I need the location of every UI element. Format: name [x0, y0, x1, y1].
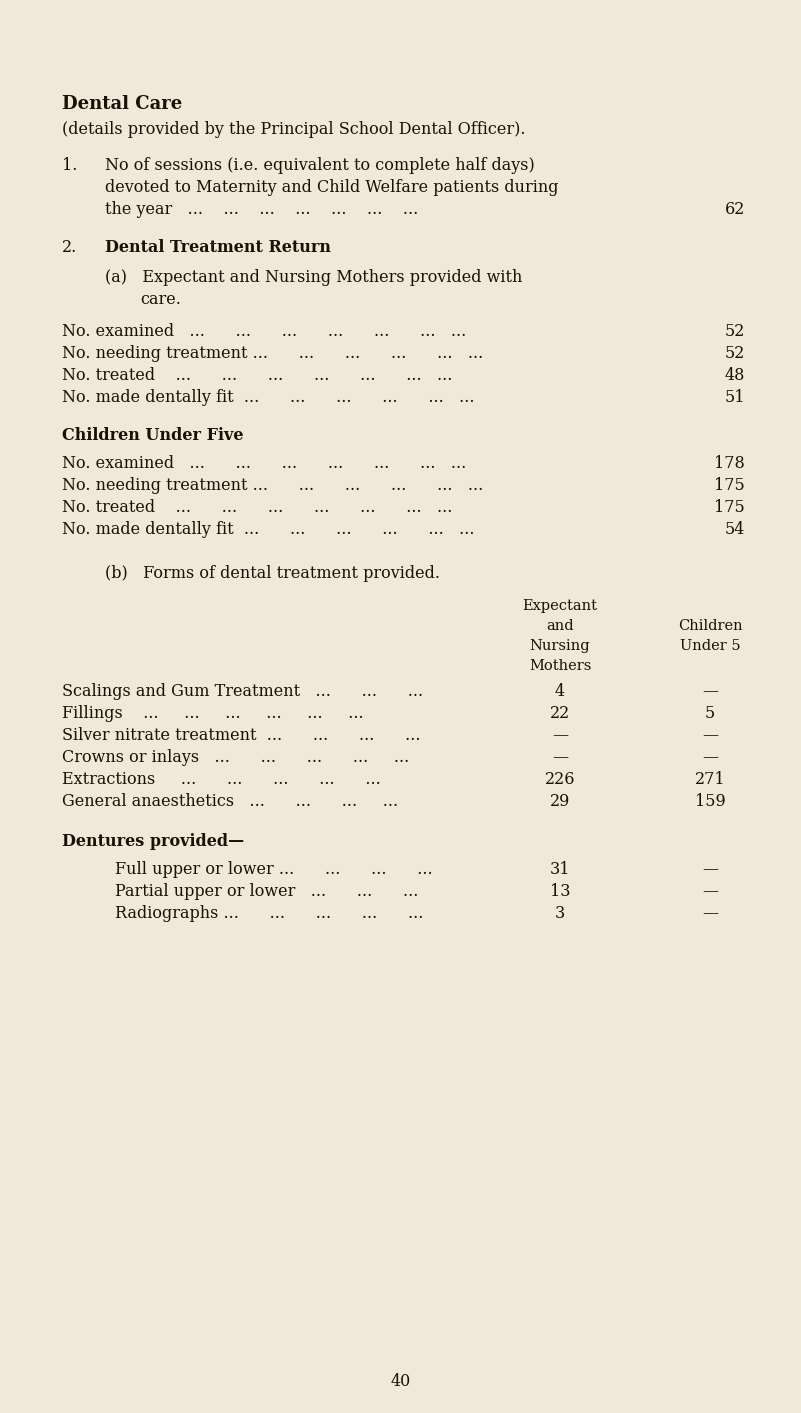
- Text: 54: 54: [725, 521, 745, 538]
- Text: 271: 271: [694, 771, 726, 788]
- Text: 4: 4: [555, 682, 565, 699]
- Text: 48: 48: [725, 367, 745, 384]
- Text: 159: 159: [694, 793, 726, 810]
- Text: Radiographs ...      ...      ...      ...      ...: Radiographs ... ... ... ... ...: [115, 904, 424, 923]
- Text: 2.: 2.: [62, 239, 77, 256]
- Text: 52: 52: [725, 324, 745, 341]
- Text: Crowns or inlays   ...      ...      ...      ...     ...: Crowns or inlays ... ... ... ... ...: [62, 749, 409, 766]
- Text: care.: care.: [140, 291, 181, 308]
- Text: 62: 62: [725, 201, 745, 218]
- Text: Fillings    ...     ...     ...     ...     ...     ...: Fillings ... ... ... ... ... ...: [62, 705, 364, 722]
- Text: (b)   Forms of dental treatment provided.: (b) Forms of dental treatment provided.: [105, 565, 440, 582]
- Text: the year   ...    ...    ...    ...    ...    ...    ...: the year ... ... ... ... ... ... ...: [105, 201, 418, 218]
- Text: Scalings and Gum Treatment   ...      ...      ...: Scalings and Gum Treatment ... ... ...: [62, 682, 423, 699]
- Text: —: —: [702, 904, 718, 923]
- Text: No. needing treatment ...      ...      ...      ...      ...   ...: No. needing treatment ... ... ... ... ..…: [62, 345, 483, 362]
- Text: 1.: 1.: [62, 157, 78, 174]
- Text: No. examined   ...      ...      ...      ...      ...      ...   ...: No. examined ... ... ... ... ... ... ...: [62, 455, 466, 472]
- Text: General anaesthetics   ...      ...      ...     ...: General anaesthetics ... ... ... ...: [62, 793, 398, 810]
- Text: Dental Care: Dental Care: [62, 95, 183, 113]
- Text: Silver nitrate treatment  ...      ...      ...      ...: Silver nitrate treatment ... ... ... ...: [62, 728, 421, 745]
- Text: —: —: [702, 728, 718, 745]
- Text: 52: 52: [725, 345, 745, 362]
- Text: and: and: [546, 619, 574, 633]
- Text: 175: 175: [714, 478, 745, 495]
- Text: Mothers: Mothers: [529, 658, 591, 673]
- Text: No. treated    ...      ...      ...      ...      ...      ...   ...: No. treated ... ... ... ... ... ... ...: [62, 367, 453, 384]
- Text: Under 5: Under 5: [680, 639, 740, 653]
- Text: —: —: [702, 883, 718, 900]
- Text: Expectant: Expectant: [522, 599, 598, 613]
- Text: No. made dentally fit  ...      ...      ...      ...      ...   ...: No. made dentally fit ... ... ... ... ..…: [62, 521, 474, 538]
- Text: No. examined   ...      ...      ...      ...      ...      ...   ...: No. examined ... ... ... ... ... ... ...: [62, 324, 466, 341]
- Text: Children: Children: [678, 619, 743, 633]
- Text: 51: 51: [724, 389, 745, 406]
- Text: No. needing treatment ...      ...      ...      ...      ...   ...: No. needing treatment ... ... ... ... ..…: [62, 478, 483, 495]
- Text: (a)   Expectant and Nursing Mothers provided with: (a) Expectant and Nursing Mothers provid…: [105, 268, 522, 285]
- Text: 29: 29: [549, 793, 570, 810]
- Text: Extractions     ...      ...      ...      ...      ...: Extractions ... ... ... ... ...: [62, 771, 380, 788]
- Text: (details provided by the Principal School Dental Officer).: (details provided by the Principal Schoo…: [62, 122, 525, 138]
- Text: No. made dentally fit  ...      ...      ...      ...      ...   ...: No. made dentally fit ... ... ... ... ..…: [62, 389, 474, 406]
- Text: 178: 178: [714, 455, 745, 472]
- Text: Dental Treatment Return: Dental Treatment Return: [105, 239, 331, 256]
- Text: —: —: [552, 749, 568, 766]
- Text: 22: 22: [549, 705, 570, 722]
- Text: 5: 5: [705, 705, 715, 722]
- Text: 3: 3: [555, 904, 566, 923]
- Text: 31: 31: [549, 861, 570, 877]
- Text: 40: 40: [390, 1373, 411, 1390]
- Text: Nursing: Nursing: [529, 639, 590, 653]
- Text: —: —: [702, 861, 718, 877]
- Text: Children Under Five: Children Under Five: [62, 427, 244, 444]
- Text: No. treated    ...      ...      ...      ...      ...      ...   ...: No. treated ... ... ... ... ... ... ...: [62, 499, 453, 516]
- Text: —: —: [702, 749, 718, 766]
- Text: devoted to Maternity and Child Welfare patients during: devoted to Maternity and Child Welfare p…: [105, 179, 558, 196]
- Text: 13: 13: [549, 883, 570, 900]
- Text: No of sessions (i.e. equivalent to complete half days): No of sessions (i.e. equivalent to compl…: [105, 157, 535, 174]
- Text: 226: 226: [545, 771, 575, 788]
- Text: —: —: [702, 682, 718, 699]
- Text: 175: 175: [714, 499, 745, 516]
- Text: Partial upper or lower   ...      ...      ...: Partial upper or lower ... ... ...: [115, 883, 418, 900]
- Text: Dentures provided—: Dentures provided—: [62, 834, 244, 851]
- Text: Full upper or lower ...      ...      ...      ...: Full upper or lower ... ... ... ...: [115, 861, 433, 877]
- Text: —: —: [552, 728, 568, 745]
